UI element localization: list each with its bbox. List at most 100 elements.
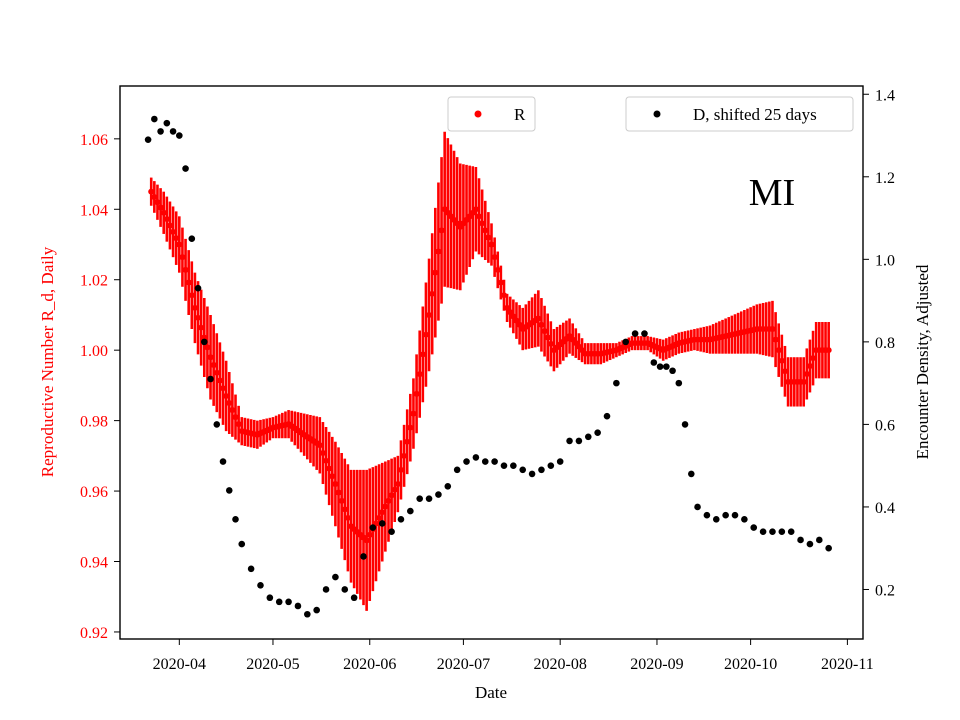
left-y-tick-label: 1.02 (80, 273, 108, 290)
r-point (379, 509, 386, 516)
d-point (200, 338, 208, 346)
r-point (185, 279, 192, 286)
d-point (669, 367, 676, 375)
legend-r-label: R (514, 105, 526, 124)
d-point (169, 128, 177, 135)
x-tick-label: 2020-09 (630, 656, 683, 673)
right-y-tick-label: 0.4 (875, 500, 895, 517)
d-point (675, 379, 683, 387)
r-point (323, 457, 330, 464)
r-point (800, 378, 807, 385)
d-point (416, 495, 423, 502)
r-point (547, 340, 554, 347)
r-point (429, 290, 436, 297)
d-point (144, 136, 152, 143)
r-point (772, 336, 779, 343)
d-point (435, 491, 442, 498)
r-point (376, 514, 383, 521)
r-point (235, 421, 242, 428)
r-point (160, 209, 167, 216)
d-point (787, 528, 795, 536)
d-point (566, 437, 573, 445)
d-point (407, 507, 414, 515)
d-point (397, 516, 405, 523)
r-point (535, 315, 542, 322)
r-point (198, 324, 205, 331)
d-point (491, 458, 498, 465)
r-point (182, 266, 189, 273)
r-point (479, 220, 486, 227)
d-point (759, 528, 767, 536)
d-point (631, 330, 639, 337)
d-point (703, 511, 711, 519)
d-point (294, 602, 302, 610)
d-series (144, 115, 832, 618)
r-point (476, 213, 483, 220)
legend-d-marker (653, 110, 661, 118)
plot-frame (119, 85, 864, 640)
r-point (335, 489, 342, 496)
d-point (656, 363, 664, 370)
d-point (332, 573, 339, 581)
r-point (166, 222, 173, 229)
x-tick-label: 2020-06 (343, 656, 396, 673)
d-point (556, 458, 564, 465)
d-point (472, 454, 480, 461)
d-point (584, 433, 592, 441)
r-point (413, 390, 420, 397)
r-point (426, 311, 433, 318)
d-point (350, 594, 358, 602)
x-tick-label: 2020-04 (153, 656, 206, 673)
right-y-axis: 0.2 0.4 0.6 0.8 1.0 1.2 1.4 (863, 87, 895, 599)
r-point (391, 486, 398, 493)
r-point (388, 492, 395, 499)
r-point (195, 314, 202, 321)
r-point (541, 328, 548, 335)
r-point (472, 206, 479, 213)
r-point (544, 334, 551, 341)
r-point (154, 199, 161, 206)
d-point (360, 553, 367, 560)
d-point (510, 462, 517, 469)
d-point (528, 470, 536, 478)
r-point (775, 347, 782, 354)
d-point (369, 524, 377, 531)
r-point (407, 424, 414, 431)
left-y-tick-label: 0.96 (80, 484, 108, 501)
legend-d-box (625, 96, 854, 132)
r-point (210, 361, 217, 368)
r-point (803, 370, 810, 377)
d-point (194, 284, 202, 292)
r-point (332, 481, 339, 488)
d-point (815, 536, 823, 544)
r-point (410, 410, 417, 417)
d-point (741, 516, 748, 523)
r-point (485, 234, 492, 241)
x-tick-label: 2020-05 (246, 656, 299, 673)
r-point (422, 331, 429, 338)
d-point (219, 458, 227, 465)
r-point (213, 369, 220, 376)
r-point (157, 204, 164, 211)
left-y-tick-label: 0.92 (80, 625, 108, 642)
r-point (432, 269, 439, 276)
x-tick-label: 2020-07 (437, 656, 490, 673)
d-point (151, 115, 158, 123)
legend-d: D, shifted 25 days (625, 96, 854, 132)
r-point (500, 292, 507, 299)
d-point (304, 610, 311, 618)
r-point (173, 235, 180, 242)
r-point (176, 241, 183, 248)
r-point (497, 279, 504, 286)
d-point (681, 421, 689, 428)
d-point (694, 503, 701, 511)
r-point (341, 506, 348, 513)
d-point (481, 458, 489, 465)
r-series (148, 131, 832, 611)
d-point (797, 536, 804, 544)
d-point (806, 540, 814, 548)
d-point (613, 379, 620, 387)
left-y-axis-label: Reproductive Number R_d, Daily (38, 246, 57, 477)
d-point (257, 582, 264, 589)
d-point (722, 511, 729, 519)
